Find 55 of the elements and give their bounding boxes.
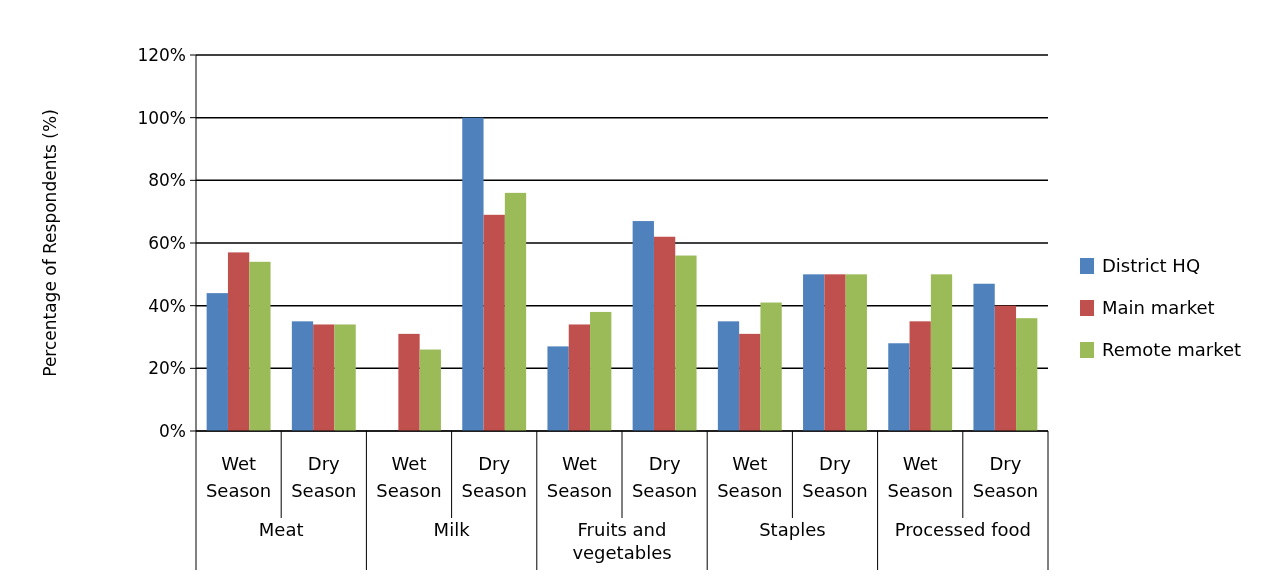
bar — [760, 302, 782, 431]
y-tick-label: 80% — [148, 170, 186, 191]
x-tick-label: Dry Season — [972, 453, 1039, 501]
bar — [313, 324, 335, 431]
bar — [462, 117, 484, 431]
bar — [803, 274, 825, 431]
text: Fruits and vegetables — [572, 519, 672, 563]
bar — [568, 324, 591, 431]
bar — [227, 252, 250, 431]
y-tick-label: 100% — [137, 107, 186, 128]
x-tick-label: Dry Season — [631, 453, 698, 501]
bar — [419, 349, 441, 431]
bar — [675, 255, 697, 431]
x-tick-label: Wet Season — [717, 453, 783, 501]
legend-label: Remote market — [1102, 339, 1242, 361]
bar — [973, 283, 995, 431]
bar — [206, 293, 228, 431]
bar — [590, 311, 612, 431]
y-axis-title: Percentage of Respondents (%) — [40, 109, 60, 377]
bar — [739, 333, 761, 431]
bar — [994, 305, 1017, 431]
x-tick-label: Dry Season — [461, 453, 527, 501]
y-tick-label: 20% — [148, 358, 186, 379]
x-tick-label: Wet Season — [376, 453, 442, 501]
bar — [888, 343, 910, 431]
bar — [547, 346, 569, 431]
bar — [334, 324, 356, 431]
y-tick-label: 0% — [159, 420, 186, 441]
bar — [483, 214, 505, 431]
x-tick-label: Dry Season — [802, 453, 868, 501]
x-tick-label: Wet Season — [546, 453, 613, 501]
text: Meat — [258, 519, 304, 540]
legend-label: Main market — [1102, 297, 1215, 319]
bar — [824, 274, 846, 431]
bar — [930, 274, 953, 431]
x-tick-label: Dry Season — [291, 453, 357, 501]
bar — [504, 192, 527, 431]
text: Processed food — [894, 519, 1031, 540]
bar — [845, 274, 867, 431]
bar — [653, 236, 676, 431]
y-tick-label: 120% — [137, 44, 186, 65]
bar — [249, 261, 271, 431]
text: Staples — [759, 519, 826, 540]
bar — [1016, 318, 1038, 431]
y-tick-label: 40% — [148, 295, 186, 316]
bar — [909, 321, 931, 431]
text: Milk — [433, 519, 471, 540]
y-tick-label: 60% — [148, 232, 186, 253]
bar — [291, 321, 314, 431]
bar — [717, 321, 740, 431]
bar — [632, 221, 654, 431]
x-tick-label: Wet Season — [205, 453, 272, 501]
bar — [398, 333, 420, 431]
legend-label: District HQ — [1102, 255, 1201, 277]
x-tick-label: Wet Season — [887, 453, 953, 501]
